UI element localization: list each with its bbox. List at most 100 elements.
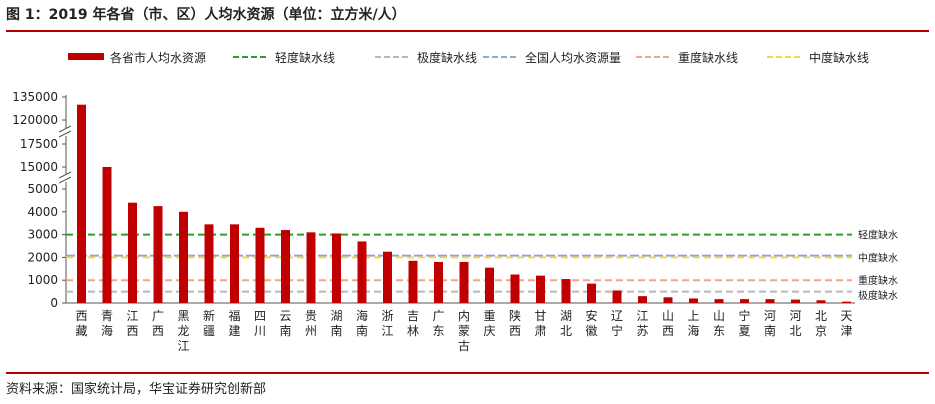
category-label: 海 (356, 308, 368, 323)
bar (255, 227, 265, 303)
category-label: 吉 (407, 309, 419, 323)
y-axis: 0 1000 2000 3000 4000 5000 15000 17500 120000 135… (12, 90, 855, 310)
y-tick-label: 5000 (27, 182, 58, 196)
category-label: 蒙 (458, 324, 470, 338)
bar (383, 251, 392, 303)
category-label: 天 (840, 309, 852, 323)
bar (638, 296, 647, 303)
category-label: 京 (815, 324, 827, 338)
bar (587, 283, 596, 303)
category-label: 四 (254, 309, 266, 323)
category-label: 藏 (75, 324, 87, 338)
y-tick-label: 4000 (27, 205, 58, 219)
category-label: 西 (75, 309, 87, 323)
category-label: 庆 (483, 324, 495, 338)
category-label: 肃 (534, 324, 546, 338)
category-label: 南 (764, 323, 776, 338)
category-label: 江 (177, 339, 189, 353)
legend-label: 中度缺水线 (809, 50, 869, 65)
category-label: 疆 (203, 324, 215, 338)
category-label: 广 (152, 309, 164, 323)
bar (408, 260, 418, 303)
legend-label: 各省市人均水资源 (110, 50, 206, 65)
category-label: 西 (509, 324, 521, 338)
y-tick-label: 2000 (27, 250, 58, 264)
bar (816, 300, 826, 303)
legend-label: 极度缺水线 (417, 50, 477, 65)
category-label: 广 (432, 309, 444, 323)
category-label: 东 (713, 324, 725, 338)
category-label: 河 (789, 309, 801, 323)
axis-break-mark (58, 125, 72, 133)
category-label: 甘 (534, 309, 546, 323)
category-label: 北 (560, 324, 572, 338)
bar (332, 233, 341, 303)
chart-legend: 各省市人均水资源 轻度缺水线 极度缺水线 全国人均水资源量 重度缺水线 中度缺水线 (68, 50, 869, 65)
y-tick-label: 3000 (27, 228, 58, 242)
category-label: 江 (636, 309, 648, 323)
bar (842, 301, 851, 303)
bar (434, 261, 443, 303)
category-label: 海 (101, 323, 113, 338)
category-label: 津 (840, 324, 852, 338)
reference-line-label: 中度缺水 (858, 251, 898, 264)
category-label: 江 (381, 324, 393, 338)
category-label: 夏 (738, 324, 750, 338)
legend-label: 重度缺水线 (678, 50, 738, 65)
category-label: 重 (483, 309, 495, 323)
category-label: 福 (228, 308, 240, 323)
category-label: 山 (713, 309, 725, 323)
source-note: 资料来源：国家统计局，华宝证券研究创新部 (6, 382, 267, 397)
category-label: 龙 (177, 324, 189, 338)
y-tick-label: 17500 (20, 137, 58, 151)
category-label: 海 (687, 323, 699, 338)
title-rule (6, 30, 929, 32)
x-axis-labels: 西藏青海江西广西黑龙江新疆福建四川云南贵州湖南海南浙江吉林广东内蒙古重庆陕西甘肃… (75, 308, 852, 353)
bar (204, 224, 214, 303)
y-tick-label: 0 (50, 296, 58, 310)
bar (459, 261, 469, 303)
axis-break-mark (58, 130, 72, 138)
bars (77, 104, 851, 304)
category-label: 南 (279, 323, 291, 338)
bar (714, 299, 724, 303)
category-label: 徽 (585, 323, 597, 338)
axis-break-gap (60, 128, 72, 136)
bar (612, 290, 622, 303)
category-label: 北 (815, 309, 827, 323)
category-label: 西 (662, 324, 674, 338)
axis-break-mark (58, 176, 72, 184)
category-label: 山 (662, 309, 674, 323)
bar (306, 232, 316, 303)
bar (485, 267, 494, 303)
bar (689, 298, 698, 303)
category-label: 州 (305, 324, 317, 338)
bar (281, 230, 290, 303)
category-label: 宁 (738, 308, 750, 323)
y-tick-label: 135000 (12, 90, 58, 104)
bar (663, 297, 673, 303)
legend-swatch (68, 53, 104, 60)
bar (561, 279, 571, 303)
category-label: 黑 (177, 309, 189, 323)
category-label: 古 (458, 338, 470, 353)
category-label: 川 (254, 324, 266, 338)
category-label: 湖 (330, 308, 342, 323)
reference-line-label: 重度缺水 (858, 274, 898, 287)
category-label: 湖 (560, 308, 572, 323)
bar (536, 275, 545, 303)
reference-line-label: 极度缺水 (858, 289, 898, 302)
category-label: 河 (764, 309, 776, 323)
category-label: 南 (330, 323, 342, 338)
category-label: 西 (126, 324, 138, 338)
legend-label: 轻度缺水线 (275, 50, 335, 65)
category-label: 云 (279, 309, 291, 323)
category-label: 安 (585, 308, 597, 323)
category-label: 南 (356, 323, 368, 338)
bar (77, 104, 86, 304)
category-label: 青 (101, 309, 113, 323)
footer-rule (6, 372, 929, 374)
category-label: 苏 (636, 324, 648, 338)
bar (153, 206, 163, 303)
